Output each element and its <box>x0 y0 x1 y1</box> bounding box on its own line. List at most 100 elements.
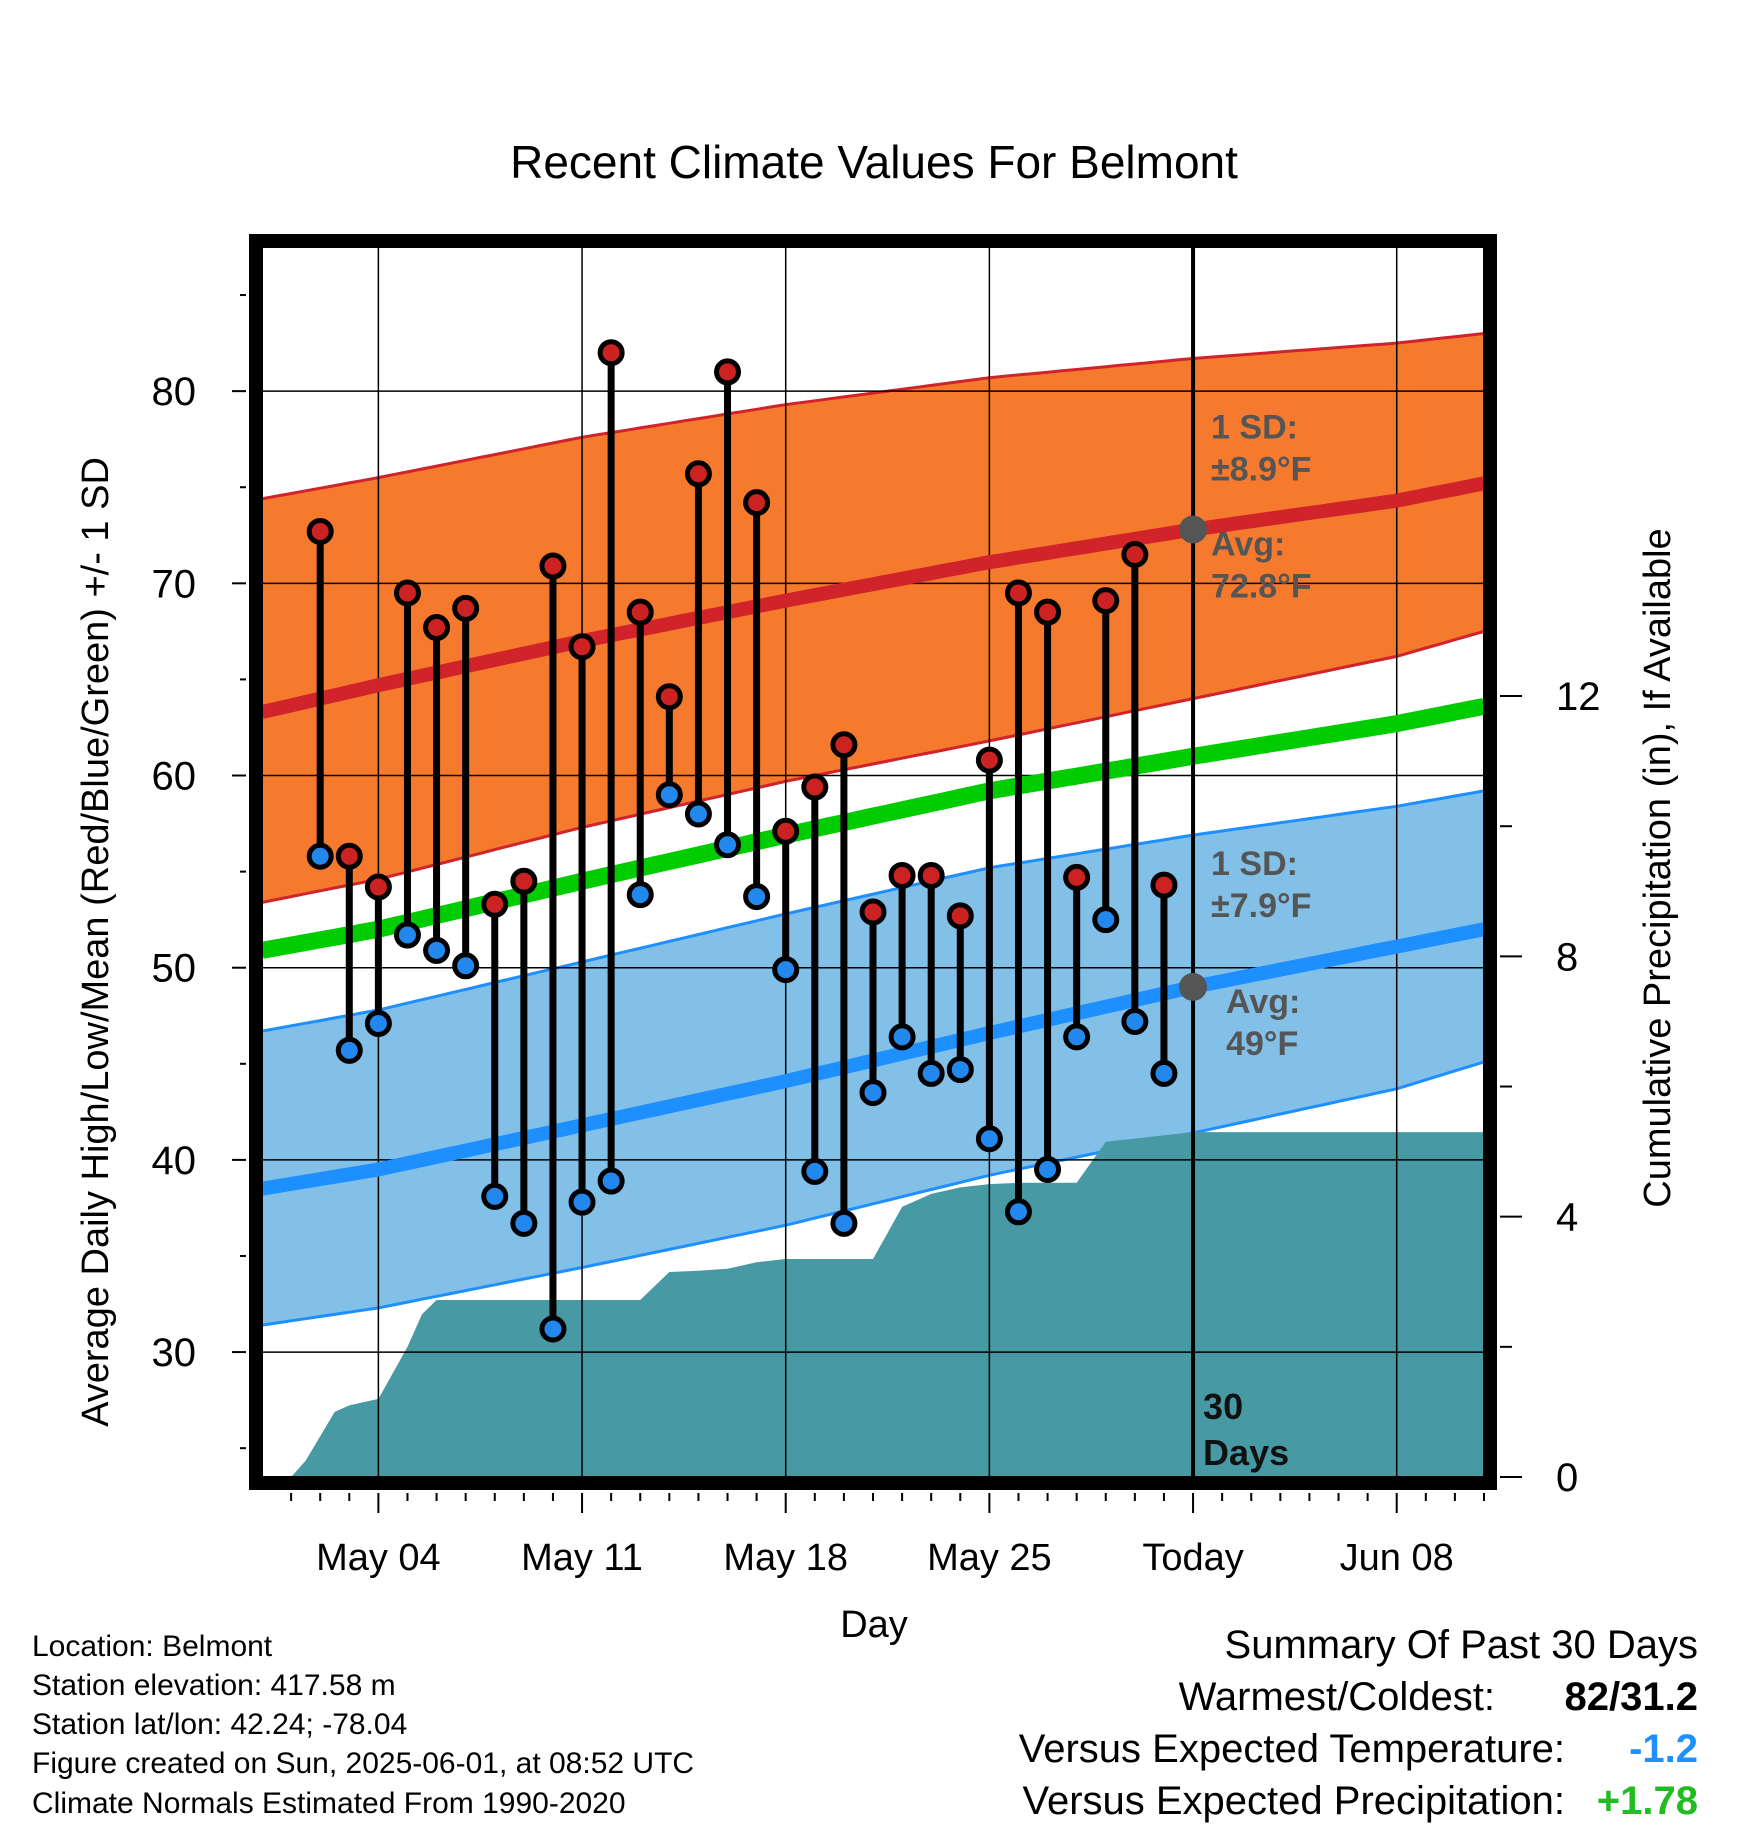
daily-high-point <box>539 552 567 580</box>
x-tick-label: May 04 <box>316 1537 441 1579</box>
x-axis-label: Day <box>840 1604 908 1646</box>
daily-high-point <box>888 861 916 889</box>
daily-low-point <box>801 1157 829 1185</box>
y-tick-label: 80 <box>152 370 197 414</box>
daily-low-point <box>626 881 654 909</box>
daily-high-point <box>364 873 392 901</box>
plot-area: 1 SD: ±8.9°F Avg: 72.8°F 1 SD: ±7.9°F Avg: 49°F… <box>152 234 1601 1579</box>
daily-low-point <box>1063 1023 1091 1051</box>
daily-high-point <box>772 817 800 845</box>
low-avg-value: 49°F <box>1226 1025 1298 1063</box>
daily-low-point <box>1034 1156 1062 1183</box>
y-tick-label: 30 <box>152 1331 197 1375</box>
y2-tick-label: 0 <box>1556 1456 1578 1500</box>
daily-low-point <box>684 800 712 828</box>
high-sd-label: 1 SD: <box>1211 408 1298 446</box>
info-elevation: Station elevation: 417.58 m <box>32 1669 396 1702</box>
daily-high-point <box>1034 598 1062 626</box>
daily-high-point <box>917 861 945 889</box>
daily-high-point <box>481 890 509 918</box>
y-axis-label: Average Daily High/Low/Mean (Red/Blue/Gr… <box>75 457 117 1427</box>
info-location: Location: Belmont <box>32 1630 273 1663</box>
summary-warm-cold-value: 82/31.2 <box>1565 1675 1698 1719</box>
daily-high-point <box>393 579 421 607</box>
daily-high-point <box>830 731 858 759</box>
summary-temp-label: Versus Expected Temperature: <box>1019 1727 1565 1771</box>
daily-low-point <box>393 921 421 949</box>
daily-high-point <box>423 614 451 642</box>
today-high-avg-dot <box>1179 515 1208 544</box>
daily-high-point <box>1063 863 1091 891</box>
low-avg-label: Avg: <box>1226 983 1300 1021</box>
x-tick-label: May 18 <box>723 1537 848 1579</box>
daily-low-point <box>655 781 683 809</box>
daily-high-point <box>975 746 1003 774</box>
y-tick-label: 70 <box>152 562 197 606</box>
daily-high-point <box>626 598 654 626</box>
daily-high-point <box>335 842 363 870</box>
low-band-lower-edge <box>262 1060 1484 1327</box>
daily-low-point <box>888 1023 916 1051</box>
station-info: Location: Belmont Station elevation: 417… <box>32 1630 694 1820</box>
daily-low-point <box>772 956 800 984</box>
x-tick-label: May 11 <box>521 1537 643 1579</box>
daily-low-point <box>306 842 334 870</box>
summary-warm-cold-label: Warmest/Coldest: <box>1179 1675 1495 1719</box>
daily-high-point <box>946 902 974 930</box>
high-avg-value: 72.8°F <box>1211 568 1312 606</box>
daily-low-point <box>975 1125 1003 1153</box>
today-days-label-number: 30 <box>1203 1386 1243 1427</box>
y2-axis-label: Cumulative Precipitation (in), If Availa… <box>1637 528 1679 1207</box>
daily-high-point <box>452 594 480 622</box>
summary-panel: Summary Of Past 30 Days Warmest/Coldest:… <box>1019 1623 1698 1823</box>
summary-precip-label: Versus Expected Precipitation: <box>1022 1779 1565 1823</box>
y-tick-label: 60 <box>152 755 197 799</box>
daily-high-point <box>714 358 742 386</box>
today-low-avg-dot <box>1179 972 1208 1001</box>
y-ticks <box>232 294 246 1450</box>
y2-tick-label: 12 <box>1556 675 1601 719</box>
daily-high-point <box>568 633 596 661</box>
high-sd-band <box>262 333 1484 903</box>
x-tick-label: Jun 08 <box>1340 1537 1454 1579</box>
daily-low-point <box>1004 1198 1032 1226</box>
daily-low-point <box>830 1209 858 1237</box>
high-avg-label: Avg: <box>1211 526 1285 564</box>
daily-low-point <box>946 1056 974 1084</box>
daily-low-point <box>481 1182 509 1210</box>
daily-high-point <box>859 898 887 926</box>
y2-tick-label: 8 <box>1556 935 1578 979</box>
daily-low-point <box>743 883 771 911</box>
daily-low-point <box>917 1059 945 1087</box>
daily-low-point <box>597 1167 625 1195</box>
daily-low-point <box>335 1036 363 1064</box>
daily-low-point <box>1092 906 1120 934</box>
daily-high-point <box>1092 587 1120 615</box>
daily-high-point <box>743 489 771 517</box>
daily-low-point <box>364 1009 392 1037</box>
daily-low-point <box>1121 1008 1149 1036</box>
info-created: Figure created on Sun, 2025-06-01, at 08… <box>32 1747 694 1780</box>
daily-high-point <box>655 683 683 711</box>
daily-low-point <box>714 831 742 859</box>
daily-low-point <box>1150 1059 1178 1087</box>
info-normals: Climate Normals Estimated From 1990-2020 <box>32 1787 626 1820</box>
daily-high-point <box>306 517 334 545</box>
x-tick-label: Today <box>1142 1537 1243 1579</box>
x-ticks <box>290 1493 1485 1513</box>
daily-high-point <box>801 773 829 801</box>
y2-tick-label: 4 <box>1556 1196 1578 1240</box>
high-band-upper-edge <box>262 332 1484 501</box>
summary-title: Summary Of Past 30 Days <box>1225 1623 1698 1667</box>
daily-low-point <box>423 936 451 964</box>
high-sd-value: ±8.9°F <box>1211 450 1311 488</box>
daily-low-point <box>452 952 480 980</box>
daily-high-point <box>1004 579 1032 607</box>
x-tick-label: May 25 <box>927 1537 1052 1579</box>
summary-temp-value: -1.2 <box>1629 1727 1698 1771</box>
chart-title: Recent Climate Values For Belmont <box>510 136 1238 188</box>
daily-high-point <box>1121 541 1149 568</box>
daily-low-point <box>539 1315 567 1343</box>
daily-low-point <box>568 1188 596 1216</box>
